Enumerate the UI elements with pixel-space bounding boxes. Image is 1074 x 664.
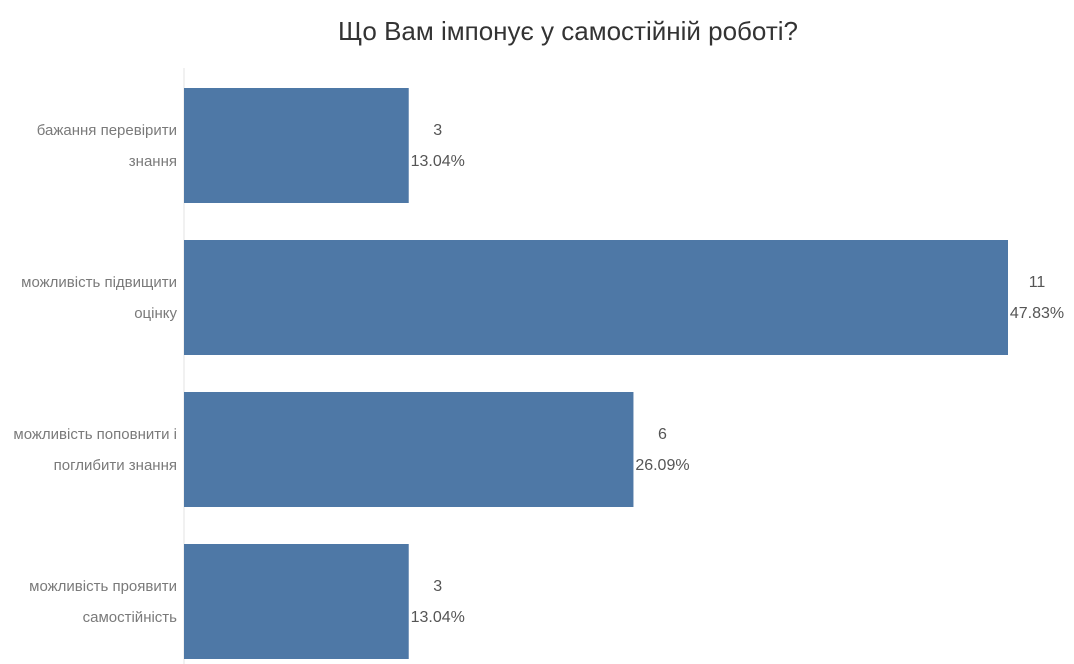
category-label-line: знання — [129, 153, 177, 170]
bar-1 — [184, 88, 409, 203]
chart-title: Що Вам імпонує у самостійній роботі? — [338, 16, 798, 46]
category-label-line: можливість проявити — [29, 578, 177, 595]
bar-2 — [184, 240, 1008, 355]
bars-layer: бажання перевірити знання 3 13.04% можливіст… — [13, 88, 1064, 659]
value-label-2: 11 — [1029, 274, 1046, 291]
percent-label-4: 13.04% — [411, 609, 465, 626]
category-label-line: бажання перевірити — [37, 122, 177, 139]
category-label-line: оцінку — [134, 305, 177, 322]
percent-label-2: 47.83% — [1010, 305, 1064, 322]
category-label-line: поглибити знання — [54, 457, 177, 474]
bar-4 — [184, 544, 409, 659]
category-label-3: можливість поповнити і поглибити знання — [13, 426, 177, 474]
category-label-4: можливість проявити самостійність — [29, 578, 177, 626]
percent-label-1: 13.04% — [411, 153, 465, 170]
bar-3 — [184, 392, 634, 507]
category-label-2: можливість підвищити оцінку — [21, 274, 177, 322]
value-label-4: 3 — [433, 578, 442, 595]
value-label-3: 6 — [658, 426, 667, 443]
category-label-1: бажання перевірити знання — [37, 122, 177, 170]
percent-label-3: 26.09% — [635, 457, 689, 474]
category-label-line: самостійність — [83, 609, 178, 626]
value-label-1: 3 — [433, 122, 442, 139]
category-label-line: можливість поповнити і — [13, 426, 177, 443]
category-label-line: можливість підвищити — [21, 274, 177, 291]
